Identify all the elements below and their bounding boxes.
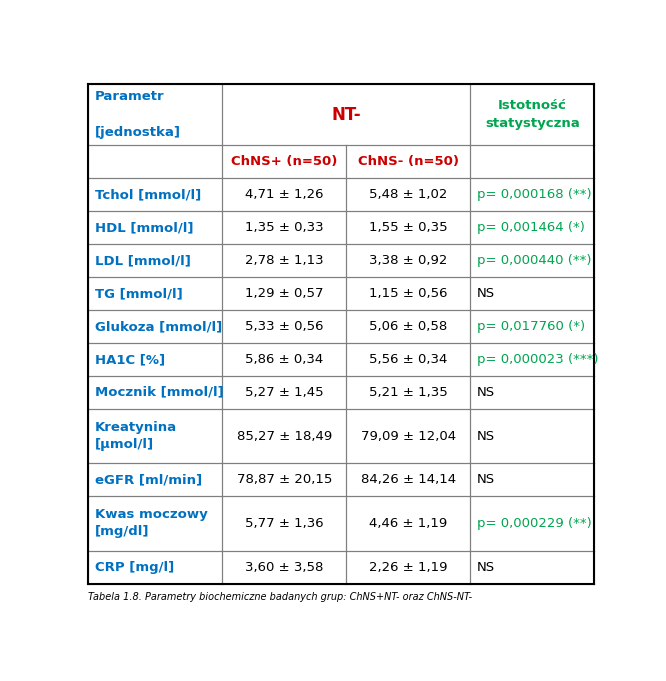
Text: 2,26 ± 1,19: 2,26 ± 1,19 bbox=[369, 560, 448, 573]
Text: 4,46 ± 1,19: 4,46 ± 1,19 bbox=[369, 517, 448, 530]
Text: 79,09 ± 12,04: 79,09 ± 12,04 bbox=[361, 430, 456, 443]
Text: 5,56 ± 0,34: 5,56 ± 0,34 bbox=[369, 353, 448, 366]
Text: HDL [mmol/l]: HDL [mmol/l] bbox=[95, 221, 194, 234]
Text: Mocznik [mmol/l]: Mocznik [mmol/l] bbox=[95, 386, 224, 399]
Text: CRP [mg/l]: CRP [mg/l] bbox=[95, 560, 174, 573]
Text: 1,55 ± 0,35: 1,55 ± 0,35 bbox=[369, 221, 448, 234]
Text: 5,27 ± 1,45: 5,27 ± 1,45 bbox=[245, 386, 324, 399]
Text: NT-: NT- bbox=[332, 106, 361, 124]
Text: 3,38 ± 0,92: 3,38 ± 0,92 bbox=[369, 254, 448, 267]
Text: p= 0,017760 (*): p= 0,017760 (*) bbox=[477, 320, 585, 333]
Text: 5,86 ± 0,34: 5,86 ± 0,34 bbox=[245, 353, 324, 366]
Text: p= 0,000023 (***): p= 0,000023 (***) bbox=[477, 353, 599, 366]
Text: Istotność
statystyczna: Istotność statystyczna bbox=[485, 99, 579, 130]
Text: HA1C [%]: HA1C [%] bbox=[95, 353, 165, 366]
Text: NS: NS bbox=[477, 386, 495, 399]
Text: Tabela 1.8. Parametry biochemiczne badanych grup: ChNS+NT- oraz ChNS-NT-: Tabela 1.8. Parametry biochemiczne badan… bbox=[89, 592, 473, 602]
Text: NS: NS bbox=[477, 430, 495, 443]
Text: 1,35 ± 0,33: 1,35 ± 0,33 bbox=[245, 221, 324, 234]
Text: 1,15 ± 0,56: 1,15 ± 0,56 bbox=[369, 287, 448, 300]
Text: NS: NS bbox=[477, 287, 495, 300]
Text: 84,26 ± 14,14: 84,26 ± 14,14 bbox=[361, 473, 456, 486]
Text: 85,27 ± 18,49: 85,27 ± 18,49 bbox=[237, 430, 332, 443]
Text: 5,48 ± 1,02: 5,48 ± 1,02 bbox=[369, 188, 448, 201]
Text: 78,87 ± 20,15: 78,87 ± 20,15 bbox=[236, 473, 332, 486]
Text: ChNS- (n=50): ChNS- (n=50) bbox=[358, 155, 459, 168]
Text: Kwas moczowy
[mg/dl]: Kwas moczowy [mg/dl] bbox=[95, 509, 208, 539]
Text: p= 0,000229 (**): p= 0,000229 (**) bbox=[477, 517, 592, 530]
Text: 5,06 ± 0,58: 5,06 ± 0,58 bbox=[369, 320, 448, 333]
Text: NS: NS bbox=[477, 473, 495, 486]
Text: eGFR [ml/min]: eGFR [ml/min] bbox=[95, 473, 202, 486]
Text: p= 0,001464 (*): p= 0,001464 (*) bbox=[477, 221, 585, 234]
Text: Tchol [mmol/l]: Tchol [mmol/l] bbox=[95, 188, 201, 201]
Text: 5,77 ± 1,36: 5,77 ± 1,36 bbox=[245, 517, 324, 530]
Text: 5,21 ± 1,35: 5,21 ± 1,35 bbox=[369, 386, 448, 399]
Text: 5,33 ± 0,56: 5,33 ± 0,56 bbox=[245, 320, 324, 333]
Text: Parametr

[jednostka]: Parametr [jednostka] bbox=[95, 91, 181, 140]
Text: Glukoza [mmol/l]: Glukoza [mmol/l] bbox=[95, 320, 222, 333]
Text: 1,29 ± 0,57: 1,29 ± 0,57 bbox=[245, 287, 324, 300]
Text: LDL [mmol/l]: LDL [mmol/l] bbox=[95, 254, 191, 267]
Text: p= 0,000168 (**): p= 0,000168 (**) bbox=[477, 188, 591, 201]
Text: 3,60 ± 3,58: 3,60 ± 3,58 bbox=[245, 560, 324, 573]
Text: NS: NS bbox=[477, 560, 495, 573]
Text: TG [mmol/l]: TG [mmol/l] bbox=[95, 287, 183, 300]
Text: Kreatynina
[μmol/l]: Kreatynina [μmol/l] bbox=[95, 421, 177, 451]
Text: 4,71 ± 1,26: 4,71 ± 1,26 bbox=[245, 188, 324, 201]
Text: ChNS+ (n=50): ChNS+ (n=50) bbox=[231, 155, 338, 168]
Text: p= 0,000440 (**): p= 0,000440 (**) bbox=[477, 254, 591, 267]
Text: 2,78 ± 1,13: 2,78 ± 1,13 bbox=[245, 254, 324, 267]
